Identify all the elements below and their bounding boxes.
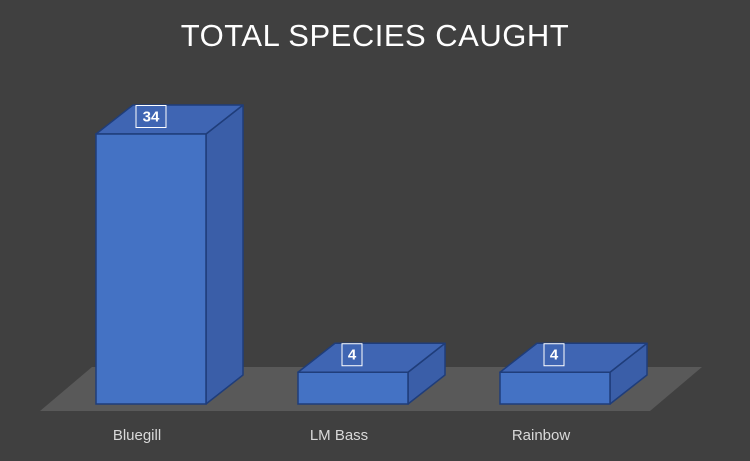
- chart-title: TOTAL SPECIES CAUGHT: [180, 18, 570, 53]
- data-label-lm-bass: 4: [348, 347, 357, 364]
- bar-lm-bass: [297, 371, 409, 405]
- bar-bluegill: [95, 133, 207, 405]
- data-label-rainbow: 4: [550, 347, 559, 364]
- category-label-rainbow: Rainbow: [512, 427, 571, 444]
- bar-rainbow: [499, 371, 611, 405]
- data-label-box-rainbow: [543, 343, 565, 367]
- data-label-box-bluegill: [135, 105, 167, 128]
- category-label-lm-bass: LM Bass: [310, 427, 368, 444]
- bar-side-bluegill: [205, 104, 244, 405]
- data-label-bluegill: 34: [143, 109, 160, 126]
- data-label-box-lm-bass: [341, 343, 363, 367]
- category-label-bluegill: Bluegill: [113, 427, 161, 444]
